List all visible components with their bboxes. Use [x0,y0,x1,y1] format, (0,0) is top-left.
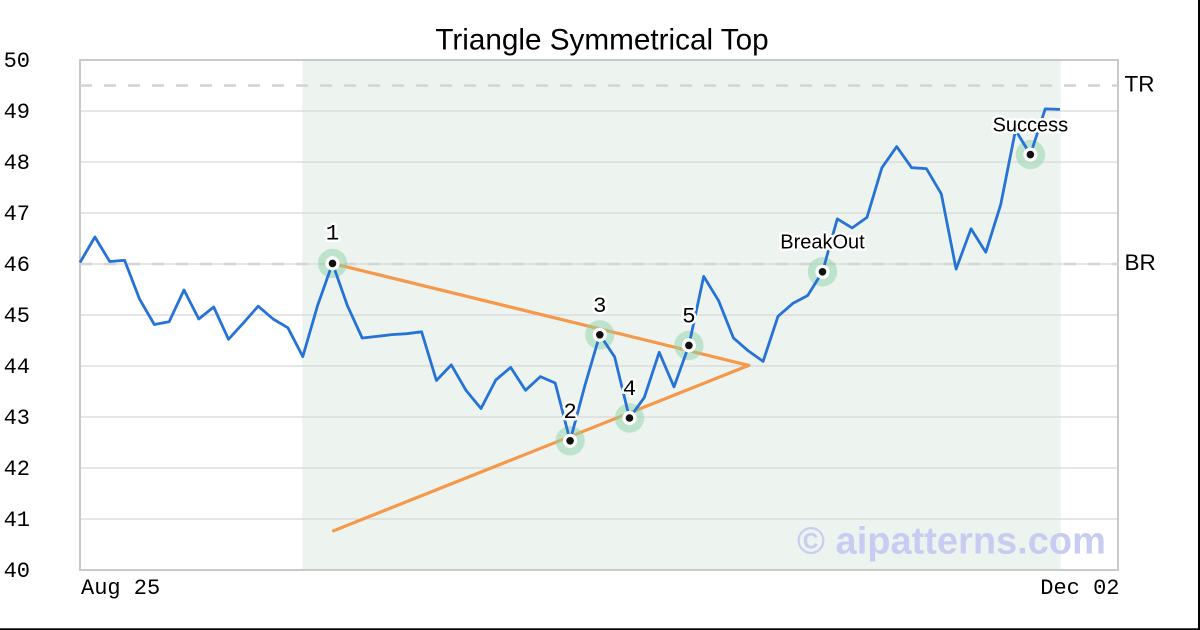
svg-text:5: 5 [682,303,696,329]
svg-text:50: 50 [4,49,30,74]
svg-text:3: 3 [593,293,607,319]
svg-text:43: 43 [4,406,30,431]
svg-text:Aug 25: Aug 25 [81,576,160,601]
svg-text:41: 41 [4,508,30,533]
svg-text:42: 42 [4,457,30,482]
svg-text:4: 4 [623,376,637,402]
svg-text:49: 49 [4,100,30,125]
svg-text:Dec 02: Dec 02 [1040,576,1119,601]
svg-text:TR: TR [1125,72,1155,97]
svg-text:40: 40 [4,559,30,584]
svg-text:1: 1 [326,221,340,247]
svg-text:© aipatterns.com: © aipatterns.com [797,521,1106,563]
svg-text:48: 48 [4,151,30,176]
svg-text:2: 2 [563,399,577,425]
svg-text:44: 44 [4,355,30,380]
svg-text:Success: Success [993,114,1069,136]
svg-text:BreakOut: BreakOut [780,232,865,254]
svg-text:46: 46 [4,253,30,278]
svg-text:47: 47 [4,202,30,227]
svg-text:45: 45 [4,304,30,329]
svg-text:Triangle Symmetrical Top: Triangle Symmetrical Top [435,23,768,56]
svg-text:BR: BR [1125,250,1156,275]
